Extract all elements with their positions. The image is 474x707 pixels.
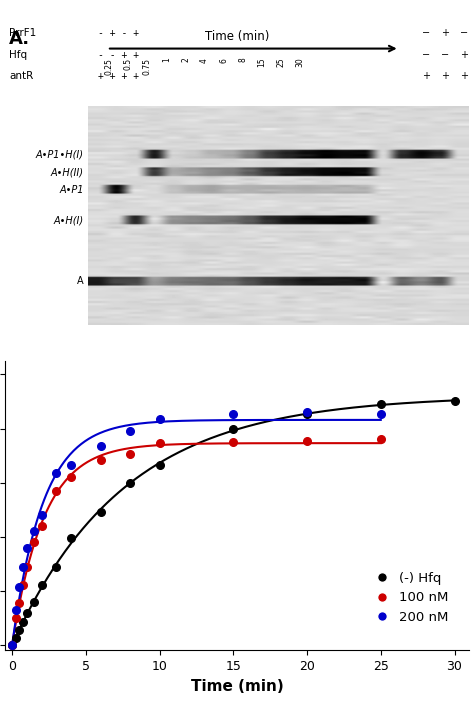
Point bbox=[23, 542, 31, 554]
Text: 0.75: 0.75 bbox=[143, 58, 152, 75]
Point bbox=[126, 448, 134, 460]
Legend: (-) Hfq, 100 nM, 200 nM: (-) Hfq, 100 nM, 200 nM bbox=[363, 566, 453, 629]
Text: antR: antR bbox=[9, 71, 34, 81]
Text: A•P1: A•P1 bbox=[59, 185, 84, 194]
Text: A: A bbox=[77, 276, 84, 286]
Point bbox=[229, 436, 237, 448]
Text: −: − bbox=[422, 49, 430, 59]
Point bbox=[16, 624, 23, 636]
Point bbox=[30, 526, 38, 537]
Point bbox=[303, 408, 311, 419]
Text: Time (min): Time (min) bbox=[205, 30, 269, 43]
Point bbox=[38, 580, 46, 591]
Point bbox=[19, 561, 27, 572]
Point bbox=[53, 561, 60, 572]
Text: A•P1•H(I): A•P1•H(I) bbox=[36, 149, 84, 160]
Point bbox=[229, 423, 237, 434]
Point bbox=[30, 596, 38, 607]
Point bbox=[67, 460, 75, 471]
Point bbox=[23, 561, 31, 572]
Text: 4: 4 bbox=[200, 58, 209, 63]
Point bbox=[303, 435, 311, 446]
Point bbox=[229, 408, 237, 419]
Text: - + - +: - + - + bbox=[98, 28, 139, 38]
Point bbox=[97, 454, 104, 465]
Point bbox=[53, 485, 60, 496]
Point bbox=[38, 510, 46, 521]
Point bbox=[156, 414, 164, 425]
Text: 2: 2 bbox=[181, 58, 190, 62]
Point bbox=[30, 537, 38, 548]
Point bbox=[126, 477, 134, 489]
Text: A.: A. bbox=[9, 30, 30, 48]
Text: PrrF1: PrrF1 bbox=[9, 28, 36, 38]
Text: Hfq: Hfq bbox=[9, 49, 27, 59]
Point bbox=[38, 520, 46, 532]
Point bbox=[9, 639, 16, 650]
Point bbox=[377, 399, 384, 410]
Text: +: + bbox=[441, 71, 449, 81]
Text: A•H(II): A•H(II) bbox=[51, 167, 84, 177]
Point bbox=[97, 440, 104, 452]
Point bbox=[67, 472, 75, 483]
X-axis label: Time (min): Time (min) bbox=[191, 679, 283, 694]
Text: +: + bbox=[460, 71, 468, 81]
Point bbox=[97, 507, 104, 518]
Text: +: + bbox=[460, 49, 468, 59]
Point bbox=[53, 467, 60, 479]
Point bbox=[16, 597, 23, 609]
Point bbox=[9, 639, 16, 650]
Point bbox=[156, 438, 164, 449]
Point bbox=[67, 532, 75, 544]
Point bbox=[19, 580, 27, 591]
Text: 6: 6 bbox=[219, 58, 228, 63]
Point bbox=[156, 460, 164, 471]
Point bbox=[9, 639, 16, 650]
Point bbox=[303, 407, 311, 418]
Text: +: + bbox=[441, 28, 449, 38]
Text: −: − bbox=[441, 49, 449, 59]
Point bbox=[12, 604, 19, 616]
Point bbox=[12, 633, 19, 644]
Point bbox=[23, 607, 31, 618]
Text: 1: 1 bbox=[162, 58, 171, 62]
Text: 0.25: 0.25 bbox=[105, 58, 114, 74]
Text: + + + +: + + + + bbox=[98, 71, 139, 81]
Point bbox=[12, 612, 19, 624]
Point bbox=[19, 617, 27, 628]
Text: 0.5: 0.5 bbox=[124, 58, 133, 70]
Text: - - + +: - - + + bbox=[98, 49, 139, 59]
Text: 25: 25 bbox=[276, 58, 285, 67]
Text: −: − bbox=[422, 28, 430, 38]
Point bbox=[451, 396, 458, 407]
Point bbox=[16, 581, 23, 592]
Point bbox=[377, 408, 384, 419]
Text: 8: 8 bbox=[238, 58, 247, 62]
Text: A•H(I): A•H(I) bbox=[54, 215, 84, 225]
Text: −: − bbox=[460, 28, 468, 38]
Text: 15: 15 bbox=[257, 58, 266, 67]
Text: 30: 30 bbox=[295, 58, 304, 67]
Point bbox=[377, 433, 384, 445]
Point bbox=[126, 426, 134, 437]
Text: +: + bbox=[422, 71, 430, 81]
